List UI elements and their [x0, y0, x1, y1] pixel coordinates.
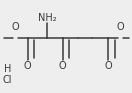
Text: NH₂: NH₂ — [37, 13, 56, 23]
Text: Cl: Cl — [3, 75, 12, 85]
Text: O: O — [117, 22, 124, 32]
Text: O: O — [59, 61, 67, 71]
Text: H: H — [4, 64, 11, 74]
Text: O: O — [12, 22, 19, 32]
Text: O: O — [104, 61, 112, 71]
Text: O: O — [24, 61, 32, 71]
